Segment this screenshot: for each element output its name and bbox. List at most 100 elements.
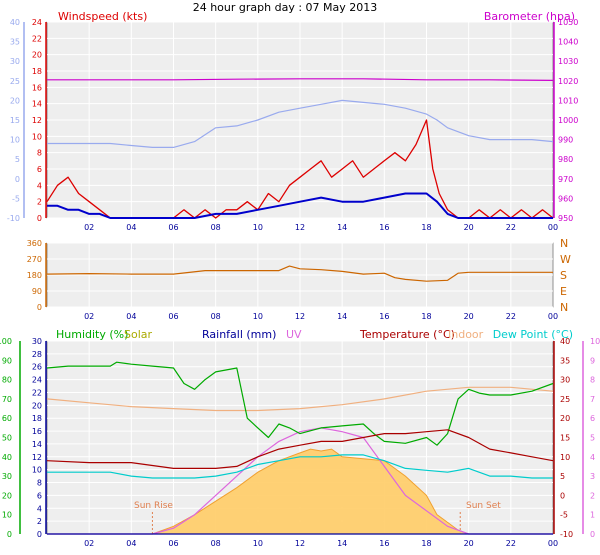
y-tick-label-windspeed: 16 bbox=[32, 83, 42, 92]
y-tick-label-barometer: 1020 bbox=[558, 77, 578, 86]
x-tick-label: 10 bbox=[253, 223, 263, 232]
y-tick-label-barometer: 1030 bbox=[558, 57, 578, 66]
y-tick-label-direction: 180 bbox=[27, 271, 42, 280]
x-tick-label: 14 bbox=[337, 223, 347, 232]
x-tick-label: 20 bbox=[464, 539, 474, 548]
x-tick-label: 12 bbox=[295, 223, 305, 232]
x-tick-label: 12 bbox=[295, 539, 305, 548]
x-tick-label: 16 bbox=[379, 223, 389, 232]
y-tick-label-temperature: 10 bbox=[560, 453, 570, 462]
y-tick-label-humidity: 0 bbox=[7, 530, 12, 539]
label-indoor: Indoor bbox=[448, 328, 484, 341]
y-tick-label-rainfall: 18 bbox=[32, 414, 42, 423]
y-tick-label-rainfall: 28 bbox=[32, 350, 42, 359]
x-tick-label: 16 bbox=[379, 312, 389, 321]
y-tick-label-outer: 20 bbox=[10, 96, 20, 105]
x-tick-label: 18 bbox=[421, 223, 431, 232]
y-tick-label-rainfall: 20 bbox=[32, 401, 42, 410]
y-tick-label-windspeed: 22 bbox=[32, 34, 42, 43]
y-tick-label-barometer: 1000 bbox=[558, 116, 578, 125]
y-tick-label-uv: 3 bbox=[590, 472, 595, 481]
y-tick-label-outer: 5 bbox=[15, 155, 20, 164]
x-tick-label: 10 bbox=[253, 312, 263, 321]
x-tick-label: 02 bbox=[84, 312, 94, 321]
series-temperature bbox=[46, 429, 554, 469]
x-tick-label: 14 bbox=[337, 539, 347, 548]
y-tick-label-temperature: -10 bbox=[560, 530, 573, 539]
y-tick-label-humidity: 20 bbox=[2, 491, 12, 500]
y-tick-label-temperature: 35 bbox=[560, 356, 570, 365]
series-dewpoint bbox=[47, 454, 553, 479]
y-tick-label-outer: -10 bbox=[7, 214, 20, 223]
x-tick-label: 20 bbox=[464, 223, 474, 232]
x-tick-label: 00 bbox=[548, 312, 558, 321]
y-tick-label-uv: 10 bbox=[590, 337, 600, 346]
direction-label: E bbox=[560, 285, 567, 298]
y-tick-label-rainfall: 16 bbox=[32, 427, 42, 436]
label-temperature: Temperature (°C) bbox=[359, 328, 455, 341]
y-tick-label-rainfall: 4 bbox=[37, 504, 42, 513]
y-tick-label-rainfall: 26 bbox=[32, 363, 42, 372]
y-tick-label-humidity: 70 bbox=[2, 395, 12, 404]
y-tick-label-temperature: 15 bbox=[560, 434, 570, 443]
y-tick-label-temperature: -5 bbox=[560, 511, 568, 520]
y-tick-label-outer: 25 bbox=[10, 77, 20, 86]
y-tick-label-rainfall: 24 bbox=[32, 376, 42, 385]
label-solar: Solar bbox=[124, 328, 153, 341]
label-humidity: Humidity (%) bbox=[56, 328, 128, 341]
y-tick-label-humidity: 10 bbox=[2, 511, 12, 520]
x-tick-label: 08 bbox=[211, 223, 221, 232]
x-tick-label: 04 bbox=[126, 312, 136, 321]
y-tick-label-outer: 40 bbox=[10, 18, 20, 27]
y-tick-label-uv: 7 bbox=[590, 395, 595, 404]
y-tick-label-barometer: 1040 bbox=[558, 38, 578, 47]
label-barometer: Barometer (hpa) bbox=[484, 10, 575, 23]
label-rainfall: Rainfall (mm) bbox=[202, 328, 276, 341]
x-tick-label: 06 bbox=[168, 312, 178, 321]
label-dewpoint: Dew Point (°C) bbox=[493, 328, 573, 341]
x-tick-label: 22 bbox=[506, 539, 516, 548]
y-tick-label-windspeed: 8 bbox=[37, 149, 42, 158]
x-tick-label: 02 bbox=[84, 223, 94, 232]
x-tick-label: 10 bbox=[253, 539, 263, 548]
x-tick-label: 18 bbox=[421, 539, 431, 548]
y-tick-label-temperature: 30 bbox=[560, 376, 570, 385]
direction-label: N bbox=[560, 301, 568, 314]
y-tick-label-windspeed: 6 bbox=[37, 165, 42, 174]
y-tick-label-windspeed: 12 bbox=[32, 116, 42, 125]
y-tick-label-rainfall: 30 bbox=[32, 337, 42, 346]
y-tick-label-outer: 0 bbox=[15, 175, 20, 184]
x-tick-label: 18 bbox=[421, 312, 431, 321]
y-tick-label-windspeed: 10 bbox=[32, 132, 42, 141]
y-tick-label-humidity: 100 bbox=[0, 337, 12, 346]
y-tick-label-outer: 15 bbox=[10, 116, 20, 125]
direction-label: S bbox=[560, 269, 567, 282]
y-tick-label-rainfall: 14 bbox=[32, 440, 42, 449]
y-tick-label-outer: 35 bbox=[10, 38, 20, 47]
y-tick-label-windspeed: 20 bbox=[32, 51, 42, 60]
y-tick-label-rainfall: 0 bbox=[37, 530, 42, 539]
y-tick-label-temperature: 40 bbox=[560, 337, 570, 346]
y-tick-label-windspeed: 24 bbox=[32, 18, 42, 27]
direction-label: N bbox=[560, 237, 568, 250]
y-tick-label-windspeed: 4 bbox=[37, 181, 42, 190]
y-tick-label-uv: 9 bbox=[590, 356, 595, 365]
y-tick-label-windspeed: 14 bbox=[32, 100, 42, 109]
y-tick-label-barometer: 980 bbox=[558, 155, 573, 164]
label-uv: UV bbox=[286, 328, 302, 341]
y-tick-label-barometer: 970 bbox=[558, 175, 573, 184]
x-tick-label: 08 bbox=[211, 539, 221, 548]
y-tick-label-outer: 10 bbox=[10, 136, 20, 145]
y-tick-label-rainfall: 6 bbox=[37, 491, 42, 500]
series-temp_left bbox=[47, 99, 554, 148]
x-tick-label: 04 bbox=[126, 223, 136, 232]
y-tick-label-windspeed: 2 bbox=[37, 198, 42, 207]
y-tick-label-rainfall: 12 bbox=[32, 453, 42, 462]
y-tick-label-barometer: 1050 bbox=[558, 18, 578, 27]
y-tick-label-uv: 4 bbox=[590, 453, 595, 462]
label-windspeed: Windspeed (kts) bbox=[58, 10, 147, 23]
y-tick-label-outer: 30 bbox=[10, 57, 20, 66]
y-tick-label-humidity: 30 bbox=[2, 472, 12, 481]
y-tick-label-uv: 8 bbox=[590, 376, 595, 385]
